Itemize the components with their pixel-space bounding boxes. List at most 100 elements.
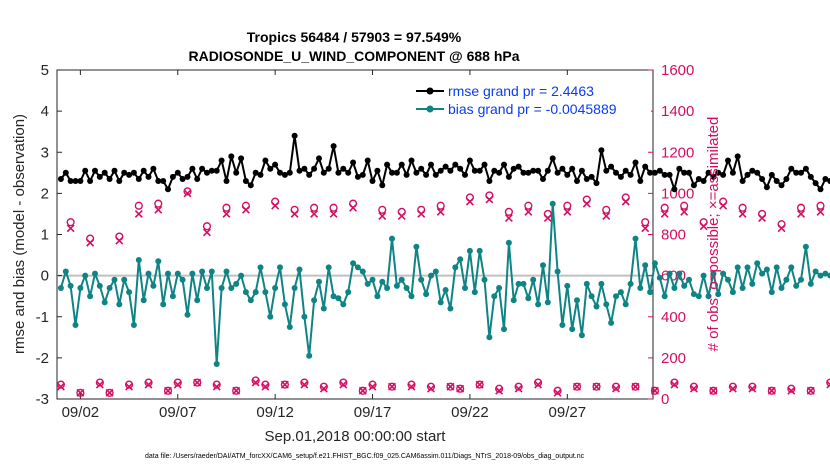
obs-possible-point: [309, 203, 319, 212]
rmse-point: [432, 171, 439, 178]
bias-point: [744, 264, 751, 271]
bias-point: [165, 270, 171, 277]
bias-point: [155, 258, 162, 265]
bias-point: [194, 297, 201, 304]
rmse-point: [520, 169, 527, 176]
rmse-point: [320, 169, 327, 176]
rmse-point: [822, 176, 829, 182]
obs-possible-point: [826, 378, 830, 387]
bias-point: [817, 272, 824, 279]
obs-possible-point: [358, 386, 367, 395]
bias-point: [135, 257, 142, 263]
rmse-point: [92, 167, 98, 174]
obs-assimilated-point: [241, 205, 250, 214]
legend-bias-label: bias grand pr = -0.0045889: [448, 101, 617, 117]
rmse-point: [700, 178, 707, 184]
obs-assimilated-point: [573, 382, 582, 391]
obs-assimilated-point: [738, 209, 747, 218]
obs-assimilated-point: [787, 386, 796, 395]
bias-point: [666, 270, 673, 277]
plot-area: [56, 69, 654, 400]
obs-assimilated-point: [728, 384, 737, 393]
rmse-point: [413, 169, 420, 176]
obs-assimilated-point: [475, 380, 484, 389]
bias-point: [544, 299, 551, 306]
x-tick-label: 09/07: [159, 404, 197, 421]
y-tick-label: -1: [36, 309, 49, 326]
right-y-tick-label: 0: [661, 391, 669, 408]
bias-point: [661, 293, 668, 300]
rmse-point: [613, 169, 619, 176]
bias-point: [725, 276, 731, 283]
rmse-point: [145, 173, 152, 180]
rmse-point: [311, 165, 318, 172]
obs-assimilated-point: [612, 384, 620, 393]
bias-point: [476, 247, 483, 254]
rmse-point: [457, 165, 464, 172]
obs-possible-point: [767, 386, 776, 395]
obs-possible-point: [66, 218, 75, 227]
bias-point: [754, 260, 761, 267]
obs-possible-point: [524, 201, 533, 210]
rmse-point: [447, 167, 454, 174]
bias-point: [316, 278, 322, 285]
bias-point: [330, 293, 337, 300]
rmse-point: [783, 176, 790, 182]
obs-assimilated-point: [621, 197, 630, 206]
obs-possible-point: [709, 386, 718, 395]
bias-point: [807, 280, 814, 287]
obs-possible-point: [533, 378, 543, 387]
rmse-point: [194, 176, 201, 182]
bias-point: [525, 295, 532, 302]
bias-point: [335, 295, 342, 302]
rmse-point: [189, 165, 196, 172]
obs-assimilated-point: [95, 380, 104, 389]
y-tick-label: 3: [41, 144, 49, 161]
obs-assimilated-point: [826, 380, 830, 389]
rmse-point: [505, 173, 512, 180]
bias-point: [564, 282, 571, 289]
bias-point: [242, 289, 249, 296]
rmse-point: [296, 167, 303, 174]
bias-point: [510, 297, 517, 304]
bias-point: [101, 299, 108, 306]
rmse-point: [442, 163, 449, 170]
rmse-point: [666, 171, 673, 178]
rmse-point: [345, 169, 352, 176]
obs-possible-point: [631, 382, 640, 391]
obs-assimilated-point: [524, 207, 533, 216]
obs-possible-point: [154, 199, 163, 208]
bias-point: [106, 285, 113, 291]
bias-point: [603, 301, 610, 308]
rmse-point: [486, 178, 493, 184]
bias-point: [67, 282, 74, 289]
obs-assimilated-point: [280, 380, 289, 389]
obs-assimilated-point: [485, 195, 494, 204]
obs-possible-point: [193, 378, 202, 387]
obs-assimilated-point: [641, 224, 650, 233]
bias-point: [238, 272, 245, 279]
rmse-point: [798, 169, 804, 176]
bias-point: [77, 285, 84, 291]
bias-point: [169, 293, 176, 300]
rmse-point: [306, 171, 313, 178]
obs-possible-point: [796, 203, 806, 212]
rmse-point: [544, 167, 551, 174]
bias-point: [578, 332, 585, 339]
obs-possible-point: [212, 380, 221, 389]
rmse-point: [204, 169, 210, 176]
rmse-point: [759, 176, 766, 182]
obs-assimilated-point: [631, 382, 640, 391]
rmse-point: [340, 165, 347, 172]
rmse-point: [583, 176, 590, 182]
rmse-point: [642, 163, 649, 170]
bias-point: [481, 276, 488, 283]
bias-point: [281, 301, 288, 308]
obs-possible-point: [787, 384, 796, 393]
obs-assimilated-point: [173, 380, 182, 389]
rmse-point: [681, 169, 688, 176]
rmse-point: [369, 178, 376, 184]
obs-possible-point: [728, 382, 737, 391]
rmse-point: [174, 169, 181, 176]
rmse-point: [384, 161, 391, 168]
